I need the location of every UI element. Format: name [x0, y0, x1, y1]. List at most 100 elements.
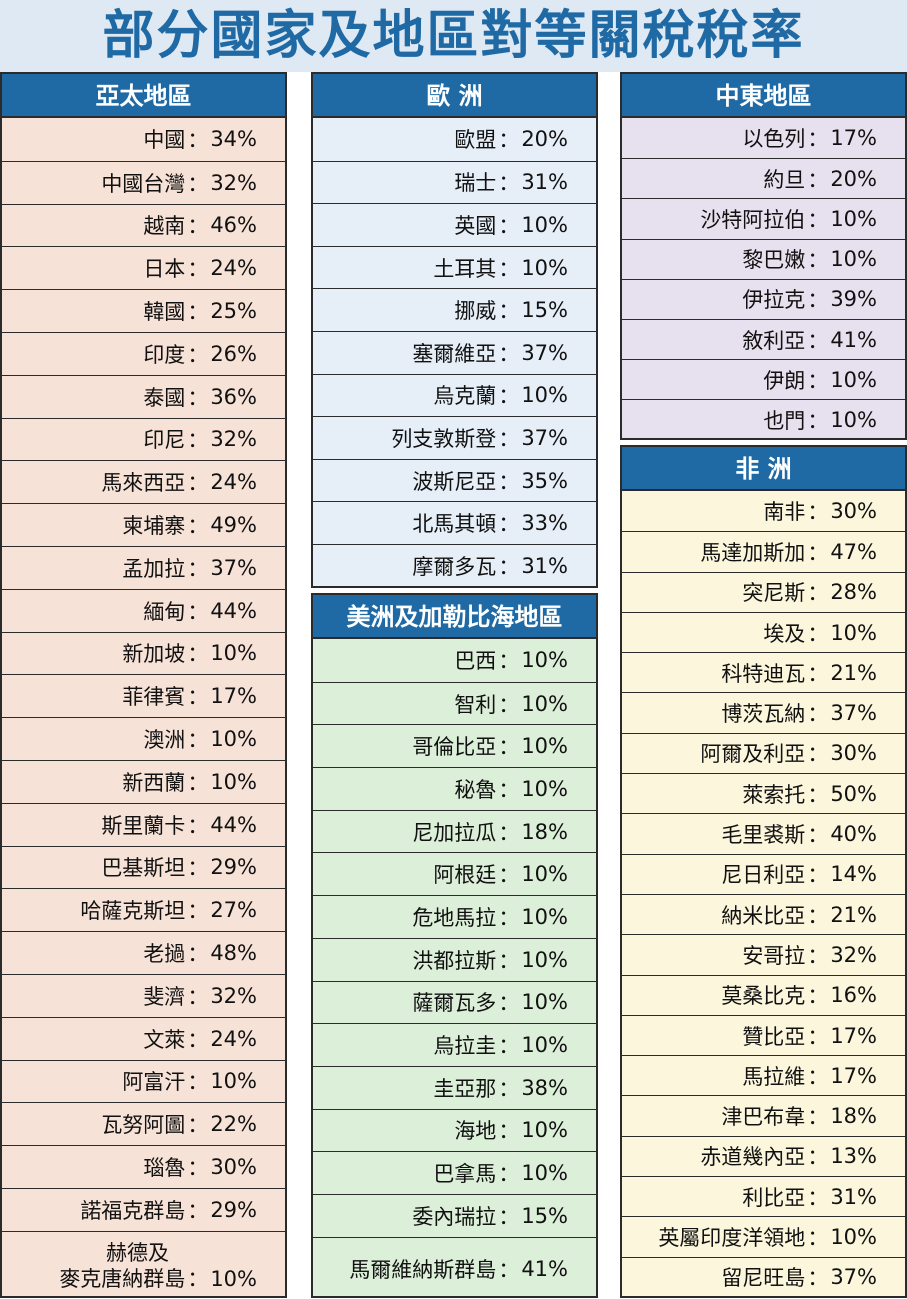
rate-row: 瑙魯： 30%	[2, 1145, 285, 1188]
separator: ：	[187, 471, 209, 496]
rate-row: 印度： 26%	[2, 331, 285, 375]
rate-row: 諾福克群島： 29%	[2, 1187, 285, 1231]
country-name: 科特迪瓦	[721, 661, 806, 686]
rate-row: 挪威： 15%	[313, 288, 596, 331]
tariff-rate: 24%	[210, 256, 257, 281]
separator: ：	[187, 342, 209, 367]
rate-row: 也門： 10%	[622, 399, 905, 439]
tariff-rate: 10%	[521, 734, 568, 759]
separator: ：	[187, 556, 209, 581]
separator: ：	[187, 685, 209, 710]
tariff-rate: 41%	[830, 327, 877, 352]
separator: ：	[807, 207, 829, 232]
country-name: 緬甸	[143, 599, 186, 624]
country-name: 麥克唐納群島	[59, 1267, 186, 1292]
rate-row: 伊拉克： 39%	[622, 278, 905, 319]
country-name: 阿根廷	[433, 863, 497, 888]
section-header-americas-caribbean: 美洲及加勒比海地區	[313, 595, 596, 639]
separator: ：	[187, 214, 209, 239]
country-name: 馬來西亞	[101, 471, 186, 496]
tariff-rate: 29%	[210, 1197, 257, 1222]
tariff-rate: 15%	[521, 298, 568, 323]
separator: ：	[187, 813, 209, 838]
rate-row: 斯里蘭卡： 44%	[2, 802, 285, 846]
separator: ：	[807, 823, 829, 848]
country-name: 文萊	[143, 1027, 186, 1052]
country-name: 津巴布韋	[721, 1105, 806, 1130]
tariff-rate: 10%	[521, 947, 568, 972]
country-name: 歐盟	[454, 128, 497, 153]
rate-row: 洪都拉斯： 10%	[313, 937, 596, 981]
separator: ：	[498, 128, 520, 153]
rate-row: 韓國： 25%	[2, 289, 285, 332]
tariff-rate: 17%	[830, 1063, 877, 1088]
country-name: 馬爾維納斯群島	[349, 1257, 497, 1282]
separator: ：	[807, 863, 829, 888]
tariff-rate: 21%	[830, 902, 877, 927]
separator: ：	[807, 288, 829, 313]
country-name: 約旦	[763, 167, 806, 192]
tariff-rate: 10%	[210, 727, 257, 752]
section-header-africa: 非 洲	[622, 447, 905, 491]
tariff-rate: 35%	[521, 468, 568, 493]
rate-row: 委內瑞拉： 15%	[313, 1193, 596, 1237]
country-name: 英屬印度洋領地	[658, 1225, 806, 1250]
section-asia-pacific: 亞太地區 中國： 34% 中國台灣： 32% 越南： 46% 日本： 24% 韓國： 25% 印度：…	[0, 72, 287, 1298]
section-americas-caribbean: 美洲及加勒比海地區 巴西： 10% 智利： 10% 哥倫比亞： 10% 秘魯： 10% 尼加拉瓜…	[311, 593, 598, 1298]
rate-row: 英國： 10%	[313, 203, 596, 246]
separator: ：	[187, 1070, 209, 1095]
rate-row: 越南： 46%	[2, 203, 285, 247]
country-name: 突尼斯	[742, 581, 806, 606]
rate-row: 安哥拉： 32%	[622, 934, 905, 974]
rate-row: 利比亞： 31%	[622, 1176, 905, 1216]
tariff-rate: 38%	[521, 1075, 568, 1100]
country-name: 列支敦斯登	[391, 426, 497, 451]
rate-row: 秘魯： 10%	[313, 767, 596, 810]
separator: ：	[807, 984, 829, 1009]
tariff-rate: 31%	[521, 170, 568, 195]
tariff-rate: 16%	[830, 983, 877, 1008]
separator: ：	[498, 256, 520, 281]
separator: ：	[498, 905, 520, 930]
tariff-rate: 10%	[210, 641, 257, 666]
separator: ：	[807, 581, 829, 606]
page-title: 部分國家及地區對等關稅稅率	[0, 0, 907, 72]
rate-row: 巴拿馬： 10%	[313, 1151, 596, 1194]
tariff-rate: 25%	[210, 299, 257, 324]
rate-row: 馬來西亞： 24%	[2, 460, 285, 503]
country-name: 沙特阿拉伯	[700, 207, 806, 232]
tariff-rate: 32%	[830, 942, 877, 967]
country-name: 巴西	[454, 649, 497, 674]
tariff-rate: 10%	[521, 862, 568, 887]
separator: ：	[187, 899, 209, 924]
country-name: 北馬其頓	[412, 512, 497, 537]
country-name: 博茨瓦納	[721, 702, 806, 727]
separator: ：	[187, 1267, 209, 1292]
rate-row: 毛里裘斯： 40%	[622, 813, 905, 853]
separator: ：	[498, 948, 520, 973]
separator: ：	[498, 991, 520, 1016]
section-header-middle-east: 中東地區	[622, 74, 905, 118]
rate-row: 馬拉維： 17%	[622, 1055, 905, 1095]
tariff-rate: 17%	[210, 684, 257, 709]
tariff-rate: 32%	[210, 170, 257, 195]
separator: ：	[807, 1064, 829, 1089]
tariff-rate: 18%	[521, 819, 568, 844]
tariff-rate: 46%	[210, 213, 257, 238]
rate-row: 津巴布韋： 18%	[622, 1095, 905, 1135]
tariff-rate: 10%	[830, 247, 877, 272]
country-name: 尼日利亞	[721, 863, 806, 888]
separator: ：	[807, 1266, 829, 1291]
separator: ：	[807, 540, 829, 565]
separator: ：	[807, 368, 829, 393]
rate-row: 哥倫比亞： 10%	[313, 724, 596, 767]
separator: ：	[807, 1225, 829, 1250]
tariff-rate: 10%	[521, 648, 568, 673]
separator: ：	[807, 903, 829, 928]
separator: ：	[498, 735, 520, 760]
rate-row: 中國： 34%	[2, 118, 285, 161]
country-name: 瑙魯	[143, 1156, 186, 1181]
country-name: 英國	[454, 213, 497, 238]
rate-row: 博茨瓦納： 37%	[622, 692, 905, 732]
tariff-rate: 10%	[521, 990, 568, 1015]
